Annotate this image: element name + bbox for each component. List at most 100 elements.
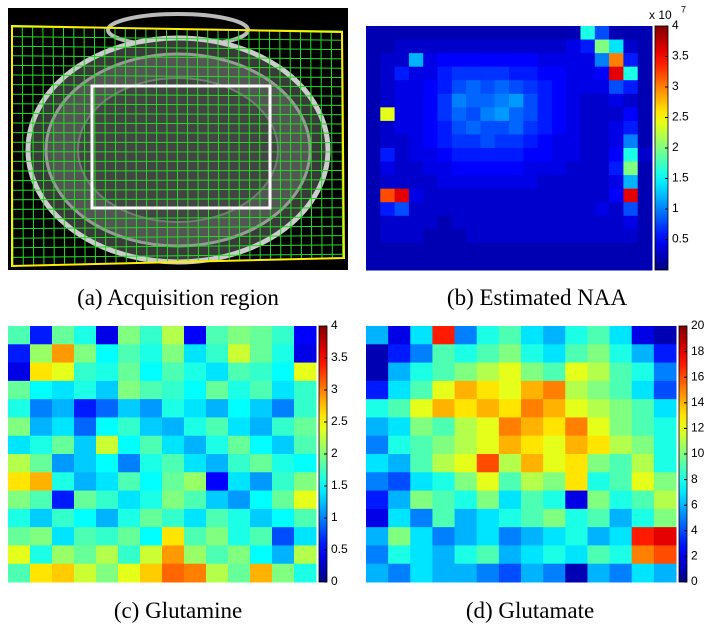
- heatmap-cell: [580, 80, 596, 95]
- heatmap-cell: [523, 120, 539, 135]
- heatmap-cell: [653, 527, 677, 546]
- heatmap-cell: [494, 80, 510, 95]
- voxel-line: [289, 31, 292, 259]
- heatmap-cell: [388, 326, 411, 345]
- heatmap-cell: [476, 417, 500, 437]
- heatmap-cell: [653, 545, 677, 565]
- heatmap-cell: [394, 107, 410, 122]
- heatmap-cell: [96, 417, 119, 437]
- heatmap-cell: [74, 508, 97, 528]
- heatmap-cell: [466, 242, 481, 257]
- heatmap-cell: [250, 563, 273, 583]
- heatmap-cell: [653, 563, 677, 583]
- heatmap-cell: [609, 527, 633, 546]
- heatmap-cell: [466, 120, 481, 135]
- voxel-line: [299, 32, 302, 259]
- heatmap-cell: [228, 454, 251, 473]
- heatmap-cell: [523, 134, 539, 149]
- heatmap-cell: [551, 202, 567, 217]
- heatmap-cell: [543, 563, 566, 583]
- heatmap-cell: [96, 362, 119, 382]
- heatmap-cell: [74, 527, 97, 546]
- heatmap-cell: [423, 66, 438, 81]
- voxel-line: [258, 31, 261, 260]
- heatmap-cell: [637, 188, 653, 203]
- heatmap-cell: [451, 256, 467, 271]
- heatmap-cell: [454, 399, 478, 418]
- heatmap-cell: [394, 120, 410, 135]
- heatmap-cell: [162, 508, 185, 528]
- heatmap-cell: [437, 256, 453, 271]
- colorbar-tick-label: 2.5: [672, 110, 689, 124]
- heatmap-cell: [580, 93, 596, 108]
- heatmap-cell: [408, 242, 424, 257]
- voxel-line: [135, 29, 138, 263]
- heatmap-cell: [653, 417, 677, 437]
- heatmap-cell: [537, 202, 553, 217]
- heatmap-cell: [631, 362, 655, 382]
- heatmap-cell: [74, 563, 97, 583]
- heatmap-cell: [140, 417, 163, 437]
- heatmap-cell: [118, 362, 141, 382]
- colorbar-exponent: 7: [681, 4, 686, 14]
- heatmap-cell: [580, 134, 596, 149]
- voxel-line: [330, 32, 333, 258]
- heatmap-cell: [543, 326, 566, 345]
- heatmap-cell: [566, 120, 581, 135]
- heatmap-cell: [537, 175, 553, 190]
- heatmap-cell: [394, 93, 410, 108]
- heatmap-cell: [410, 344, 433, 364]
- heatmap-cell: [653, 362, 677, 382]
- voxel-line: [11, 170, 344, 172]
- heatmap-cell: [476, 490, 500, 510]
- heatmap-cell: [494, 215, 510, 230]
- heatmap-cell: [8, 362, 31, 382]
- colorbar-tick-label: 1.5: [331, 478, 348, 492]
- heatmap-cell: [521, 399, 544, 418]
- heatmap-cell: [466, 26, 481, 41]
- heatmap-cell: [432, 362, 456, 382]
- heatmap-cell: [366, 472, 389, 492]
- heatmap-cell: [609, 120, 624, 135]
- voxel-line: [11, 197, 344, 201]
- heatmap-cell: [523, 229, 539, 244]
- heatmap-cell: [394, 161, 410, 176]
- voxel-line: [114, 28, 117, 263]
- heatmap-cell: [494, 39, 510, 54]
- heatmap-cell: [521, 417, 544, 437]
- voxel-line: [11, 188, 344, 191]
- field-of-view: [11, 24, 346, 268]
- heatmap-cell: [509, 120, 524, 135]
- heatmap-cell: [272, 344, 295, 364]
- heatmap-cell: [206, 472, 229, 492]
- heatmap-cell: [543, 545, 566, 565]
- heatmap-cell: [454, 417, 478, 437]
- heatmap-cell: [623, 148, 639, 163]
- heatmap-cell: [184, 508, 207, 528]
- heatmap-cell: [565, 490, 588, 510]
- heatmap-cell: [52, 545, 75, 565]
- heatmap-cell: [184, 344, 207, 364]
- heatmap-cell: [523, 26, 539, 41]
- heatmap-cell: [206, 362, 229, 382]
- heatmap-cell: [30, 326, 53, 345]
- heatmap-cell: [523, 80, 539, 95]
- heatmap-cell: [623, 107, 639, 122]
- heatmap-cell: [476, 563, 500, 583]
- heatmap-cell: [480, 93, 496, 108]
- heatmap-cell: [587, 399, 611, 418]
- heatmap-cell: [566, 80, 581, 95]
- heatmap-cell: [509, 39, 524, 54]
- heatmap-cell: [551, 120, 567, 135]
- heatmap-cell: [140, 362, 163, 382]
- heatmap-cell: [394, 134, 410, 149]
- heatmap-cell: [580, 229, 596, 244]
- heatmap-cell: [521, 545, 544, 565]
- heatmap-cell: [228, 563, 251, 583]
- heatmap-cell: [118, 490, 141, 510]
- heatmap-cell: [380, 256, 396, 271]
- heatmap-cell: [394, 256, 410, 271]
- heatmap-cell: [451, 175, 467, 190]
- voxel-line: [11, 103, 344, 106]
- heatmap-cell: [432, 508, 456, 528]
